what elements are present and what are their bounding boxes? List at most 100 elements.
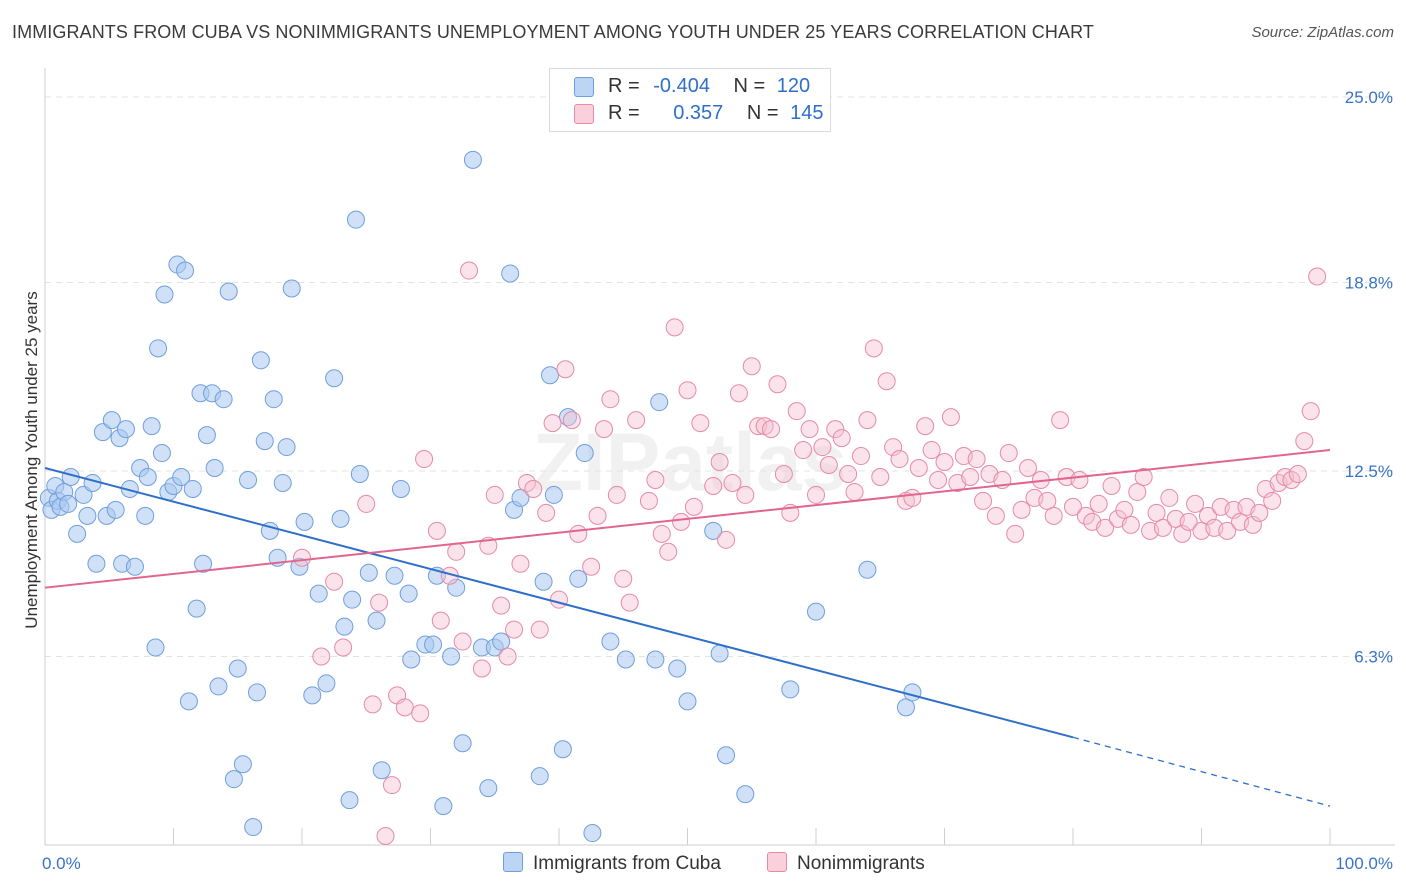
point-cuba-94 — [530, 767, 549, 786]
legend-n-value: 120 — [776, 75, 811, 97]
point-cuba-103 — [601, 632, 620, 651]
point-nonimmigrants-6 — [370, 593, 389, 612]
point-nonimmigrants-7 — [376, 827, 395, 846]
point-nonimmigrants-25 — [511, 554, 530, 573]
point-nonimmigrants-132 — [1218, 521, 1237, 540]
point-cuba-117 — [903, 683, 922, 702]
point-nonimmigrants-55 — [723, 473, 742, 492]
point-nonimmigrants-63 — [774, 464, 793, 483]
point-cuba-70 — [346, 210, 365, 229]
point-cuba-97 — [544, 485, 563, 504]
point-nonimmigrants-136 — [1243, 515, 1262, 534]
point-cuba-69 — [343, 590, 362, 609]
point-nonimmigrants-81 — [890, 450, 909, 469]
point-nonimmigrants-51 — [691, 414, 710, 433]
point-cuba-43 — [209, 677, 228, 696]
legend-r-value: -0.404 — [653, 75, 710, 97]
point-cuba-42 — [205, 459, 224, 478]
point-nonimmigrants-31 — [550, 590, 568, 609]
point-nonimmigrants-116 — [1115, 500, 1134, 519]
point-cuba-58 — [277, 438, 296, 457]
bottom-legend-swatch-nonimmigrants — [767, 852, 787, 872]
trend-line-cuba — [44, 467, 1074, 739]
legend-r-value: 0.357 — [673, 102, 724, 124]
point-cuba-15 — [102, 411, 121, 430]
point-cuba-93 — [511, 488, 530, 507]
point-nonimmigrants-32 — [556, 360, 575, 379]
point-nonimmigrants-70 — [819, 456, 838, 475]
point-cuba-48 — [233, 755, 252, 774]
point-nonimmigrants-66 — [794, 441, 813, 460]
point-cuba-45 — [219, 282, 238, 301]
point-nonimmigrants-123 — [1160, 488, 1179, 507]
source-label: Source: ZipAtlas.com — [1251, 24, 1394, 41]
point-nonimmigrants-119 — [1134, 467, 1153, 486]
x-tick-label-max: 100.0% — [1335, 854, 1393, 873]
point-nonimmigrants-72 — [832, 429, 851, 448]
bottom-legend-swatch-cuba — [503, 852, 523, 872]
point-nonimmigrants-16 — [447, 542, 466, 561]
point-nonimmigrants-50 — [684, 497, 703, 516]
point-nonimmigrants-33 — [562, 411, 581, 430]
point-nonimmigrants-39 — [607, 485, 626, 504]
point-nonimmigrants-4 — [357, 494, 376, 513]
point-cuba-74 — [372, 761, 391, 780]
x-tick-label-min: 0.0% — [42, 854, 81, 873]
point-cuba-113 — [781, 680, 800, 699]
point-cuba-76 — [391, 479, 410, 498]
bottom-legend-label-cuba: Immigrants from Cuba — [533, 853, 721, 874]
point-cuba-25 — [142, 417, 161, 436]
point-nonimmigrants-37 — [594, 420, 613, 439]
point-cuba-72 — [359, 563, 378, 582]
point-cuba-82 — [434, 797, 453, 816]
series-nonimmigrants — [293, 261, 1327, 846]
legend-n-value: 145 — [790, 102, 824, 124]
point-nonimmigrants-108 — [1064, 497, 1082, 516]
point-nonimmigrants-36 — [588, 506, 607, 525]
point-nonimmigrants-104 — [1038, 491, 1057, 510]
point-nonimmigrants-126 — [1179, 512, 1198, 531]
y-tick-label-2: 18.8% — [1345, 274, 1393, 293]
legend-r-label: R = — [608, 102, 640, 124]
point-nonimmigrants-14 — [431, 611, 450, 630]
point-nonimmigrants-146 — [1308, 267, 1327, 286]
y-tick-label-0: 6.3% — [1354, 648, 1393, 667]
point-nonimmigrants-28 — [530, 620, 549, 639]
point-nonimmigrants-98 — [999, 444, 1018, 463]
y-tick-label-3: 25.0% — [1345, 88, 1393, 107]
point-cuba-88 — [479, 779, 498, 798]
legend-swatch-cuba — [574, 77, 594, 97]
point-nonimmigrants-87 — [929, 470, 948, 489]
point-cuba-64 — [317, 674, 336, 693]
point-nonimmigrants-3 — [334, 638, 353, 657]
point-nonimmigrants-118 — [1128, 482, 1147, 501]
point-cuba-50 — [244, 818, 263, 837]
chart-title: IMMIGRANTS FROM CUBA VS NONIMMIGRANTS UN… — [12, 22, 1094, 42]
point-nonimmigrants-127 — [1186, 494, 1205, 513]
point-cuba-91 — [501, 264, 520, 283]
bottom-legend-nonimmigrants: Nonimmigrants — [767, 852, 925, 875]
point-nonimmigrants-23 — [498, 647, 517, 666]
point-nonimmigrants-27 — [524, 479, 543, 498]
point-cuba-21 — [125, 557, 144, 576]
point-nonimmigrants-46 — [659, 542, 678, 561]
point-nonimmigrants-34 — [569, 524, 588, 543]
point-cuba-116 — [896, 698, 915, 717]
point-nonimmigrants-94 — [974, 491, 993, 510]
point-nonimmigrants-1 — [312, 647, 331, 666]
point-nonimmigrants-74 — [845, 482, 864, 501]
point-cuba-44 — [214, 390, 233, 409]
point-cuba-35 — [179, 692, 198, 711]
point-cuba-100 — [569, 569, 588, 588]
bottom-legend-cuba: Immigrants from Cuba — [503, 852, 721, 875]
point-cuba-86 — [463, 150, 482, 169]
point-cuba-28 — [152, 444, 171, 463]
y-axis-label: Unemployment Among Youth under 25 years — [22, 291, 41, 629]
point-nonimmigrants-145 — [1301, 402, 1320, 421]
point-nonimmigrants-88 — [935, 453, 954, 472]
point-nonimmigrants-35 — [582, 557, 601, 576]
point-cuba-16 — [106, 500, 125, 519]
point-cuba-73 — [367, 611, 386, 630]
trend-line-nonimmigrants — [44, 449, 1331, 589]
point-nonimmigrants-44 — [646, 470, 665, 489]
